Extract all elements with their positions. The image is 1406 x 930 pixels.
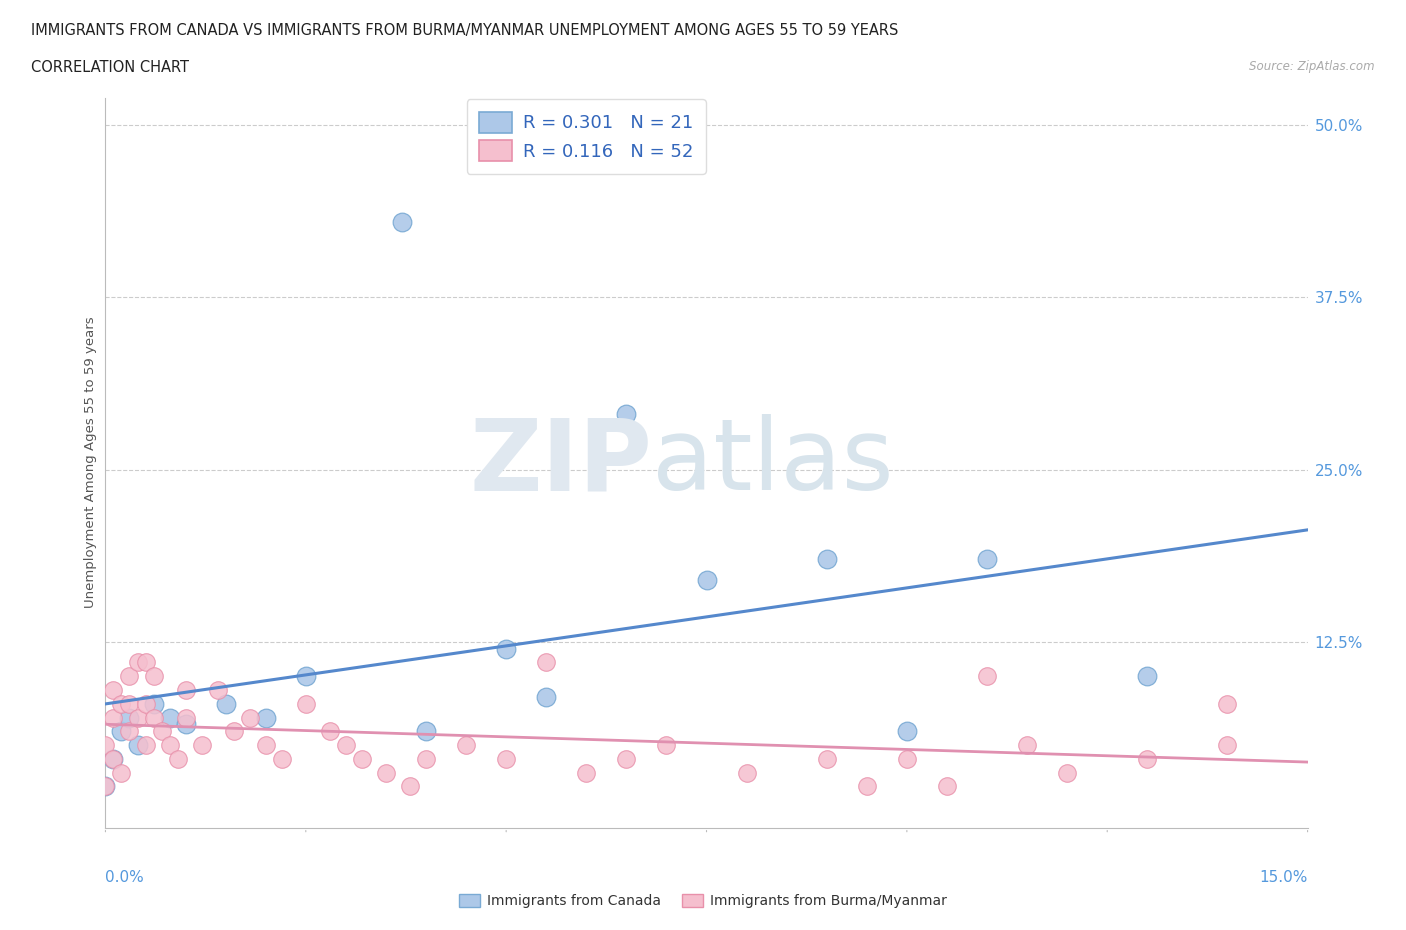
Point (94, 779, 117, 794)
Text: 0.0%: 0.0% (105, 870, 145, 884)
Point (735, 765, 758, 780)
Text: CORRELATION CHART: CORRELATION CHART (31, 60, 188, 75)
Point (159, 737, 181, 752)
Point (976, 669, 998, 684)
Point (110, 724, 132, 738)
Text: atlas: atlas (652, 414, 894, 512)
Point (1017, 737, 1039, 752)
Point (190, 737, 212, 752)
Y-axis label: Unemployment Among Ages 55 to 59 years: Unemployment Among Ages 55 to 59 years (84, 317, 97, 608)
Point (1136, 751, 1159, 766)
Point (1136, 669, 1159, 684)
Point (655, 737, 678, 752)
Point (896, 751, 918, 766)
Point (575, 765, 598, 780)
Point (1056, 765, 1078, 780)
Point (110, 765, 132, 780)
Text: Source: ZipAtlas.com: Source: ZipAtlas.com (1250, 60, 1375, 73)
Point (976, 551, 998, 566)
Point (127, 655, 149, 670)
Text: IMMIGRANTS FROM CANADA VS IMMIGRANTS FROM BURMA/MYANMAR UNEMPLOYMENT AMONG AGES : IMMIGRANTS FROM CANADA VS IMMIGRANTS FRO… (31, 23, 898, 38)
Point (295, 697, 318, 711)
Point (103, 751, 125, 766)
Point (135, 697, 157, 711)
Point (415, 724, 437, 738)
Point (616, 751, 638, 766)
Point (1216, 697, 1239, 711)
Point (118, 669, 141, 684)
Point (534, 655, 557, 670)
Point (174, 711, 197, 725)
Text: ZIP: ZIP (470, 414, 652, 512)
Legend: R = 0.301   N = 21, R = 0.116   N = 52: R = 0.301 N = 21, R = 0.116 N = 52 (467, 100, 706, 174)
Point (391, 214, 413, 229)
Point (94, 779, 117, 794)
Point (495, 751, 517, 766)
Point (319, 724, 342, 738)
Point (174, 683, 197, 698)
Point (350, 751, 373, 766)
Point (174, 717, 197, 732)
Point (295, 669, 318, 684)
Point (896, 724, 918, 738)
Point (335, 737, 357, 752)
Point (150, 724, 173, 738)
Point (936, 779, 959, 794)
Point (374, 765, 398, 780)
Point (222, 724, 245, 738)
Point (110, 697, 132, 711)
Point (118, 724, 141, 738)
Point (534, 689, 557, 704)
Point (1216, 737, 1239, 752)
Point (118, 697, 141, 711)
Point (415, 751, 437, 766)
Point (118, 711, 141, 725)
Point (815, 751, 838, 766)
Text: 15.0%: 15.0% (1260, 870, 1308, 884)
Point (103, 751, 125, 766)
Point (495, 641, 517, 656)
Point (135, 737, 157, 752)
Point (616, 407, 638, 422)
Point (214, 697, 236, 711)
Point (815, 551, 838, 566)
Point (127, 737, 149, 752)
Point (239, 711, 262, 725)
Point (399, 779, 422, 794)
Point (135, 655, 157, 670)
Point (696, 572, 718, 587)
Point (855, 779, 877, 794)
Point (166, 751, 188, 766)
Point (142, 697, 165, 711)
Point (142, 711, 165, 725)
Legend: Immigrants from Canada, Immigrants from Burma/Myanmar: Immigrants from Canada, Immigrants from … (454, 889, 952, 914)
Point (103, 683, 125, 698)
Point (142, 669, 165, 684)
Point (127, 711, 149, 725)
Point (270, 751, 292, 766)
Point (254, 737, 277, 752)
Point (254, 711, 277, 725)
Point (207, 683, 229, 698)
Point (454, 737, 477, 752)
Point (103, 711, 125, 725)
Point (94, 737, 117, 752)
Point (159, 711, 181, 725)
